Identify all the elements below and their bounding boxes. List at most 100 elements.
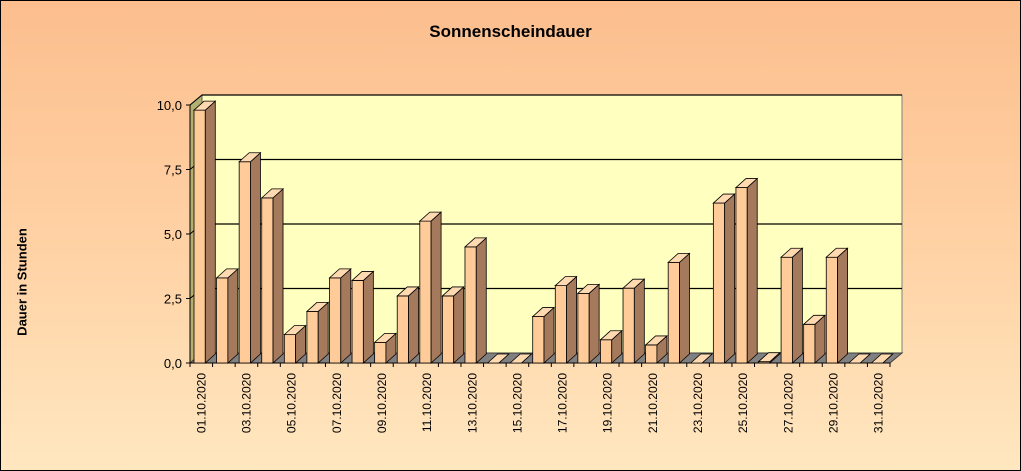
- bar-top: [576, 283, 601, 294]
- bar-top: [441, 286, 465, 297]
- bar: [667, 261, 680, 364]
- bar-top: [802, 314, 827, 325]
- bar-top: [554, 276, 578, 287]
- bar-top: [351, 271, 375, 281]
- bar: [825, 256, 838, 364]
- bar-top: [396, 286, 420, 297]
- x-tick-label: 25.10.2020: [736, 373, 750, 433]
- x-tick-label: 29.10.2020: [827, 373, 841, 433]
- bar-side: [362, 270, 374, 364]
- bar: [554, 285, 567, 364]
- bar: [283, 334, 297, 364]
- bar-side: [588, 283, 600, 364]
- bar-top: [373, 332, 397, 343]
- bar-top: [689, 353, 714, 364]
- bar: [216, 277, 229, 364]
- bar-side: [430, 211, 442, 364]
- bar: [600, 339, 613, 364]
- bar-top: [757, 352, 781, 363]
- x-tick-label: 03.10.2020: [239, 373, 253, 433]
- bar: [238, 161, 251, 364]
- bar-side: [317, 301, 329, 364]
- bar: [351, 280, 364, 364]
- x-tick-label: 13.10.2020: [465, 373, 479, 433]
- bar-top: [509, 353, 533, 364]
- bar: [735, 187, 748, 364]
- bar-side: [475, 237, 487, 364]
- bar-top: [825, 247, 849, 258]
- bar-side: [408, 286, 419, 364]
- bar: [419, 220, 432, 364]
- bar-top: [621, 278, 646, 289]
- bar-side: [340, 267, 352, 364]
- bar-side: [272, 187, 284, 364]
- bar-top: [599, 330, 623, 341]
- x-tick-label: 23.10.2020: [691, 373, 705, 433]
- y-tick-label: 10,0: [157, 98, 182, 113]
- bar-side: [453, 286, 465, 364]
- bar-top: [463, 237, 488, 248]
- bar: [261, 197, 274, 364]
- bar: [306, 310, 319, 364]
- bar-top: [238, 152, 262, 163]
- bar-top: [192, 100, 217, 111]
- bar-top: [418, 211, 443, 222]
- bar-top: [847, 353, 872, 364]
- y-tick-label: 7,5: [164, 163, 182, 178]
- bar-top: [260, 188, 285, 199]
- y-tick-label: 5,0: [164, 227, 182, 242]
- bar-side: [633, 278, 645, 364]
- x-tick-label: 09.10.2020: [375, 373, 389, 433]
- bar: [193, 109, 206, 364]
- bar-top: [667, 252, 691, 263]
- bar: [441, 295, 455, 364]
- bar-top: [305, 301, 330, 312]
- bar-top: [712, 193, 736, 204]
- bar: [464, 246, 477, 364]
- y-tick-label: 2,5: [164, 292, 182, 307]
- bar: [780, 256, 793, 364]
- bar-side: [543, 306, 555, 364]
- x-tick-label: 07.10.2020: [330, 373, 344, 433]
- x-tick-label: 01.10.2020: [194, 373, 208, 433]
- bar: [622, 287, 635, 364]
- bar: [803, 323, 816, 364]
- bar: [532, 316, 545, 364]
- bar-top: [644, 335, 668, 346]
- chart-title: Sonnenscheindauer: [429, 22, 592, 41]
- bar-top: [486, 353, 510, 364]
- bar-side: [746, 177, 758, 364]
- bar-top: [215, 268, 239, 279]
- gridline-side: [189, 94, 203, 106]
- x-tick-label: 21.10.2020: [646, 373, 660, 433]
- bar-side: [791, 247, 803, 364]
- bar: [396, 295, 409, 364]
- x-tick-label: 27.10.2020: [781, 373, 795, 433]
- x-tick-label: 19.10.2020: [601, 373, 615, 433]
- bar-top: [531, 307, 556, 317]
- x-tick-label: 11.10.2020: [420, 373, 434, 432]
- bar-side: [566, 275, 577, 364]
- y-tick-label: 0,0: [164, 356, 182, 371]
- bar-top: [328, 268, 352, 279]
- bar-top: [734, 178, 759, 188]
- x-tick-label: 31.10.2020: [872, 373, 886, 433]
- bar: [712, 202, 726, 364]
- bar: [374, 341, 387, 364]
- bar: [577, 292, 590, 364]
- bar-top: [780, 247, 804, 258]
- bar-side: [679, 252, 690, 364]
- bar: [329, 277, 342, 364]
- bar-side: [250, 151, 261, 364]
- x-tick-label: 15.10.2020: [510, 373, 524, 433]
- x-tick-label: 05.10.2020: [285, 373, 299, 433]
- bar-top: [870, 353, 894, 364]
- bar: [645, 344, 658, 364]
- bar-top: [283, 325, 307, 336]
- bar-side: [837, 247, 848, 364]
- bar-side: [204, 100, 216, 364]
- bar-side: [227, 267, 239, 364]
- x-tick-label: 17.10.2020: [556, 373, 570, 433]
- bar-side: [724, 193, 736, 364]
